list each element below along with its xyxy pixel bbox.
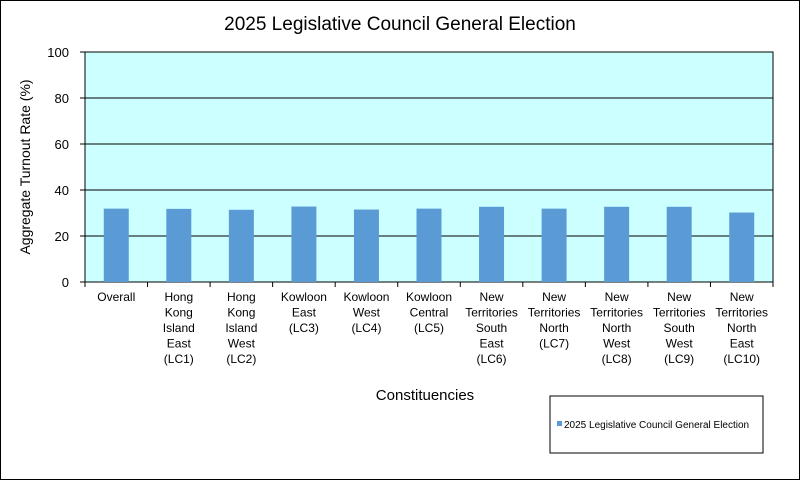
x-tick-label: New Territories South East (LC6) (465, 290, 518, 366)
chart-title: 2025 Legislative Council General Electio… (224, 14, 576, 35)
x-tick-label-line: North (539, 321, 568, 335)
bar (416, 208, 442, 282)
x-tick-label-line: Territories (528, 306, 581, 320)
legend-label: 2025 Legislative Council General Electio… (564, 420, 749, 431)
x-tick-label-line: (LC6) (477, 352, 507, 366)
x-tick-label-line: Hong (227, 290, 256, 304)
x-tick-label-line: South (476, 321, 507, 335)
x-tick-label-line: East (292, 306, 317, 320)
x-tick-label-line: Central (410, 306, 449, 320)
legend-swatch (557, 421, 562, 426)
y-tick-label: 80 (55, 91, 69, 106)
x-tick-label-line: Kowloon (406, 290, 452, 304)
x-tick-label-line: West (666, 337, 694, 351)
bar (729, 212, 755, 282)
x-tick-label: New Territories South West (LC9) (653, 290, 706, 366)
y-axis-label: Aggregate Turnout Rate (%) (17, 79, 33, 254)
x-tick-label-line: (LC5) (414, 321, 444, 335)
y-tick-label: 20 (55, 229, 69, 244)
x-tick-label-line: (LC9) (664, 352, 694, 366)
x-tick-label-line: Kong (165, 306, 193, 320)
bar (166, 208, 192, 282)
x-tick-label-line: Overall (97, 290, 135, 304)
x-tick-label: New Territories North West (LC8) (590, 290, 643, 366)
x-tick-label-line: (LC8) (602, 352, 632, 366)
x-tick-label: Overall (97, 290, 135, 304)
bar (604, 206, 630, 282)
y-tick-label: 0 (62, 275, 69, 290)
bar (353, 209, 379, 282)
x-tick-label-line: North (727, 321, 756, 335)
bar-series (103, 206, 755, 282)
x-tick-label-line: New (480, 290, 504, 304)
x-tick-label-line: Territories (653, 306, 706, 320)
bar (541, 208, 567, 282)
x-tick-label-line: Kowloon (281, 290, 327, 304)
x-tick-label-line: Territories (465, 306, 518, 320)
x-tick-label-line: (LC4) (351, 321, 381, 335)
x-tick-label-line: New (730, 290, 754, 304)
x-tick-label-line: Hong (164, 290, 193, 304)
x-tick-label-line: Territories (715, 306, 768, 320)
x-tick-label-line: West (603, 337, 631, 351)
x-tick-label-line: Island (163, 321, 195, 335)
x-tick-label-line: (LC10) (723, 352, 760, 366)
x-tick-label-line: East (480, 337, 505, 351)
bar (291, 206, 317, 282)
x-tick-label: Kowloon West (LC4) (343, 290, 389, 335)
x-tick-label-line: Kowloon (343, 290, 389, 304)
x-tick-label-line: New (605, 290, 629, 304)
x-tick-label: Kowloon Central (LC5) (406, 290, 452, 335)
x-axis-label: Constituencies (376, 387, 474, 404)
x-tick-label-line: Territories (590, 306, 643, 320)
x-tick-label-line: East (167, 337, 192, 351)
bar (228, 209, 254, 282)
x-tick-label: Kowloon East (LC3) (281, 290, 327, 335)
legend: 2025 Legislative Council General Electio… (549, 395, 764, 454)
x-tick-label-line: New (542, 290, 566, 304)
x-tick-label: Hong Kong Island West (LC2) (225, 290, 257, 366)
x-tick-label-line: New (667, 290, 691, 304)
x-tick-label-line: East (730, 337, 755, 351)
bar (666, 206, 692, 282)
x-tick-label-line: North (602, 321, 631, 335)
x-tick-label-line: Island (225, 321, 257, 335)
x-tick-label-line: Kong (227, 306, 255, 320)
x-tick-label: New Territories North (LC7) (528, 290, 581, 351)
x-tick-label: Hong Kong Island East (LC1) (163, 290, 195, 366)
x-tick-label-line: (LC1) (164, 352, 194, 366)
x-tick-label-line: West (228, 337, 256, 351)
x-tick-label-line: South (664, 321, 695, 335)
bar (103, 208, 129, 282)
x-tick-label: New Territories North East (LC10) (715, 290, 768, 366)
legend-box (549, 395, 764, 454)
y-tick-label: 40 (55, 183, 69, 198)
y-axis-ticks: 0 20 40 60 80 100 (47, 45, 85, 290)
x-tick-label-line: (LC2) (226, 352, 256, 366)
y-tick-label: 100 (47, 45, 69, 60)
x-tick-label-line: (LC3) (289, 321, 319, 335)
x-tick-label-line: West (353, 306, 381, 320)
bar (479, 206, 505, 282)
x-tick-label-line: (LC7) (539, 337, 569, 351)
x-axis-ticks: Overall Hong Kong Island East (LC1)Hong Kong Is… (84, 282, 774, 366)
y-tick-label: 60 (55, 137, 69, 152)
